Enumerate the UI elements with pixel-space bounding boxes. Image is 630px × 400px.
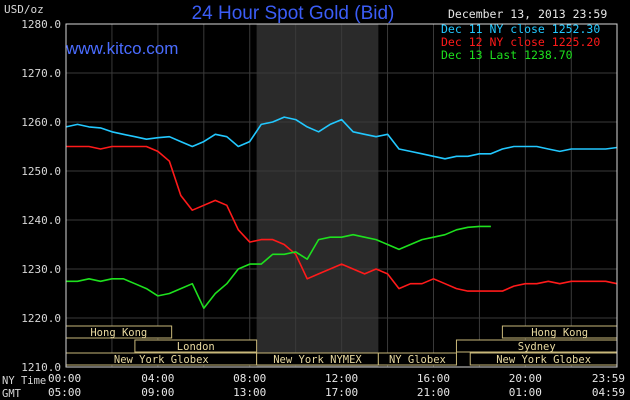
x-tick-label-gmt: 09:00	[141, 386, 174, 399]
session-label: New York Globex	[496, 354, 591, 366]
x-tick-label-gmt: 04:59	[592, 386, 625, 399]
chart-title: 24 Hour Spot Gold (Bid)	[192, 3, 395, 24]
session-label: New York NYMEX	[273, 354, 362, 366]
legend-item-dec12: Dec 12 NY close 1225.20	[441, 35, 600, 49]
y-tick-label: 1240.0	[21, 214, 61, 227]
y-tick-label: 1230.0	[21, 263, 61, 276]
x-tick-label-gmt: 21:00	[417, 386, 450, 399]
session-bar: New York NYMEX	[256, 352, 379, 366]
y-tick-label: 1220.0	[21, 312, 61, 325]
legend-item-dec11: Dec 11 NY close 1252.30	[441, 22, 600, 36]
x-tick-label-ny: 12:00	[325, 372, 358, 385]
session-label: Hong Kong	[531, 327, 588, 339]
session-label: London	[177, 341, 215, 353]
session-bar: NY Globex	[377, 352, 457, 366]
session-bar: New York Globex	[65, 352, 258, 366]
session-label: NY Globex	[389, 354, 446, 366]
plot-frame	[65, 23, 618, 368]
series-line-dec12	[66, 145, 618, 292]
session-bar: Hong Kong	[65, 325, 173, 339]
chart-date: December 13, 2013 23:59	[448, 7, 607, 21]
y-tick-label: 1250.0	[21, 165, 61, 178]
y-tick-label: 1270.0	[21, 67, 61, 80]
x-tick-label-ny: 00:00	[48, 372, 81, 385]
session-bar: New York Globex	[469, 352, 618, 366]
x-tick-label-gmt: 05:00	[48, 386, 81, 399]
watermark: www.kitco.com	[65, 39, 178, 58]
x-tick-label-ny: 08:00	[233, 372, 266, 385]
session-bar: London	[134, 339, 258, 353]
session-bar: Hong Kong	[501, 325, 618, 339]
y-tick-label: 1280.0	[21, 18, 61, 31]
x-tick-label-gmt: 17:00	[325, 386, 358, 399]
legend: Dec 11 NY close 1252.30 Dec 12 NY close …	[441, 22, 600, 62]
series-line-dec13	[66, 225, 491, 310]
x-tick-label-gmt: 13:00	[233, 386, 266, 399]
x-tick-label-ny: 23:59	[592, 372, 625, 385]
x-tick-label-ny: 04:00	[141, 372, 174, 385]
legend-item-dec13: Dec 13 Last 1238.70	[441, 48, 573, 62]
unit-label: USD/oz	[4, 3, 44, 16]
y-tick-label: 1210.0	[21, 361, 61, 374]
session-label: Sydney	[518, 341, 556, 353]
ny-time-label: NY Time	[2, 375, 46, 387]
session-label: Hong Kong	[90, 327, 147, 339]
x-tick-label-ny: 20:00	[509, 372, 542, 385]
y-axis-ticks: 1280.0 1270.0 1260.0 1250.0 1240.0 1230.0 1220…	[21, 18, 61, 374]
nymex-shaded-region	[256, 24, 379, 367]
x-tick-label-ny: 16:00	[417, 372, 450, 385]
session-label: New York Globex	[114, 354, 209, 366]
y-tick-label: 1260.0	[21, 116, 61, 129]
x-tick-label-gmt: 01:00	[509, 386, 542, 399]
gmt-label: GMT	[2, 388, 22, 400]
session-bar: Sydney	[455, 339, 618, 353]
series-line-dec11	[65, 116, 618, 160]
price-series	[65, 116, 618, 310]
